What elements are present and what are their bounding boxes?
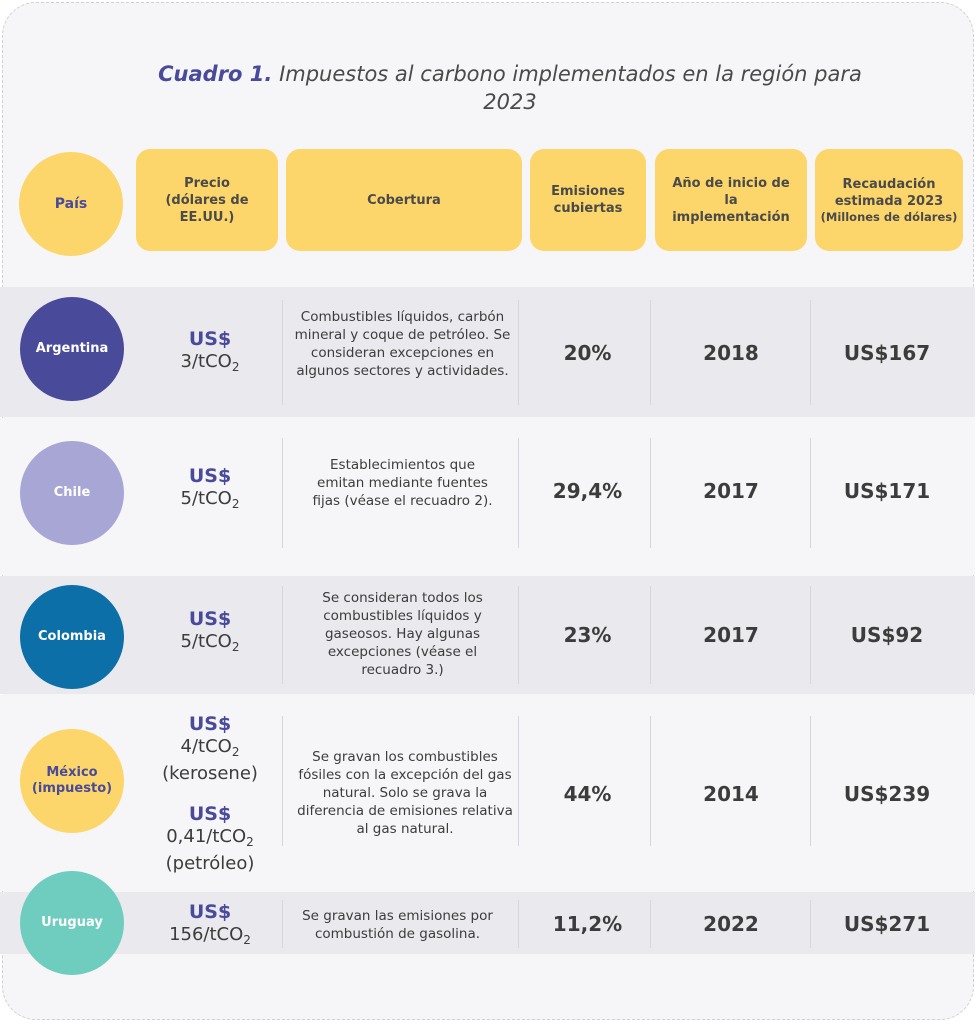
divider xyxy=(282,438,283,548)
header-year: Año de inicio de la implementación xyxy=(655,149,807,251)
divider xyxy=(650,716,651,846)
title-text: Impuestos al carbono implementados en la… xyxy=(279,62,862,114)
header-year-label: Año de inicio de la implementación xyxy=(672,175,790,225)
price-cell: US$ 3/tCO2 xyxy=(140,327,280,378)
price-amount: 5/tCO2 xyxy=(180,631,240,654)
row-band-argentina xyxy=(0,287,975,417)
price-currency: US$ xyxy=(188,713,232,735)
divider xyxy=(282,300,283,405)
price-currency: US$ xyxy=(188,465,232,487)
country-badge-colombia: Colombia xyxy=(20,585,124,689)
emissions-value: 11,2% xyxy=(552,912,623,936)
divider xyxy=(282,900,283,948)
price-currency: US$ xyxy=(188,901,232,923)
divider xyxy=(650,438,651,548)
coverage-text: Combustibles líquidos, carbón mineral y … xyxy=(294,309,511,379)
price-cell: US$ 5/tCO2 xyxy=(140,607,280,658)
emissions-value: 20% xyxy=(563,341,612,365)
divider xyxy=(650,900,651,948)
year-value: 2017 xyxy=(703,479,759,503)
country-badge-chile: Chile xyxy=(20,441,124,545)
header-country-label: País xyxy=(54,196,88,212)
year-value: 2022 xyxy=(703,912,759,936)
emissions-value: 29,4% xyxy=(552,479,623,503)
coverage-text: Establecimientos que emitan mediante fue… xyxy=(312,457,493,509)
header-revenue: Recaudación estimada 2023 (Millones de d… xyxy=(815,149,963,251)
header-coverage-label: Cobertura xyxy=(367,192,441,208)
divider xyxy=(282,716,283,846)
table-title: Cuadro 1. Impuestos al carbono implement… xyxy=(150,60,870,116)
coverage-text: Se gravan los combustibles fósiles con l… xyxy=(297,749,513,837)
header-revenue-sublabel: (Millones de dólares) xyxy=(820,210,958,224)
row-band-colombia xyxy=(0,576,975,694)
country-badge-mexico: México (impuesto) xyxy=(20,729,124,833)
divider xyxy=(810,716,811,846)
coverage-text: Se consideran todos los combustibles líq… xyxy=(322,590,483,678)
price-currency: US$ xyxy=(188,608,232,630)
price-amount: 5/tCO2 xyxy=(180,488,240,511)
price-amount: 3/tCO2 xyxy=(180,351,240,374)
country-name: México xyxy=(46,765,98,780)
coverage-text: Se gravan las emisiones por combustión d… xyxy=(302,908,493,942)
country-name: Colombia xyxy=(38,629,106,644)
price-cell: US$ 5/tCO2 xyxy=(140,464,280,515)
row-band-mexico xyxy=(0,695,975,891)
price-note: (kerosene) xyxy=(162,763,258,784)
year-value: 2014 xyxy=(703,782,759,806)
header-emissions-label: Emisiones cubiertas xyxy=(551,184,625,216)
price-note: (petróleo) xyxy=(165,853,255,874)
year-value: 2017 xyxy=(703,623,759,647)
divider xyxy=(518,900,519,948)
revenue-value: US$171 xyxy=(843,479,931,503)
divider xyxy=(518,300,519,405)
header-coverage: Cobertura xyxy=(286,149,522,251)
header-price: Precio (dólares de EE.UU.) xyxy=(136,149,278,251)
emissions-value: 23% xyxy=(563,623,612,647)
row-band-uruguay xyxy=(0,892,975,954)
country-badge-argentina: Argentina xyxy=(20,297,124,401)
divider xyxy=(518,438,519,548)
title-label: Cuadro 1. xyxy=(158,62,273,86)
price-cell-2: US$ 0,41/tCO2 (petróleo) xyxy=(140,802,280,875)
country-name: Chile xyxy=(53,485,91,500)
price-cell: US$ 156/tCO2 xyxy=(140,900,280,951)
header-country: País xyxy=(19,152,123,256)
divider xyxy=(650,300,651,405)
country-subname: (impuesto) xyxy=(31,781,113,796)
price-amount: 0,41/tCO2 xyxy=(166,826,254,849)
price-cell: US$ 4/tCO2 (kerosene) xyxy=(140,712,280,785)
emissions-value: 44% xyxy=(563,782,612,806)
price-currency: US$ xyxy=(188,328,232,350)
divider xyxy=(650,586,651,684)
revenue-value: US$92 xyxy=(850,623,924,647)
header-emissions: Emisiones cubiertas xyxy=(530,149,646,251)
divider xyxy=(282,586,283,684)
year-value: 2018 xyxy=(703,341,759,365)
divider xyxy=(810,300,811,405)
row-band-chile xyxy=(0,418,975,575)
divider xyxy=(810,586,811,684)
price-amount: 156/tCO2 xyxy=(169,924,251,947)
divider xyxy=(518,586,519,684)
price-amount: 4/tCO2 xyxy=(180,736,240,759)
country-badge-uruguay: Uruguay xyxy=(20,871,124,975)
divider xyxy=(810,900,811,948)
country-name: Uruguay xyxy=(41,915,103,930)
divider xyxy=(518,716,519,846)
price-currency: US$ xyxy=(188,803,232,825)
revenue-value: US$271 xyxy=(843,912,931,936)
revenue-value: US$239 xyxy=(843,782,931,806)
header-revenue-label: Recaudación estimada 2023 xyxy=(834,177,944,209)
header-price-label: Precio (dólares de EE.UU.) xyxy=(165,175,249,225)
revenue-value: US$167 xyxy=(843,341,931,365)
divider xyxy=(810,438,811,548)
country-name: Argentina xyxy=(35,341,109,356)
